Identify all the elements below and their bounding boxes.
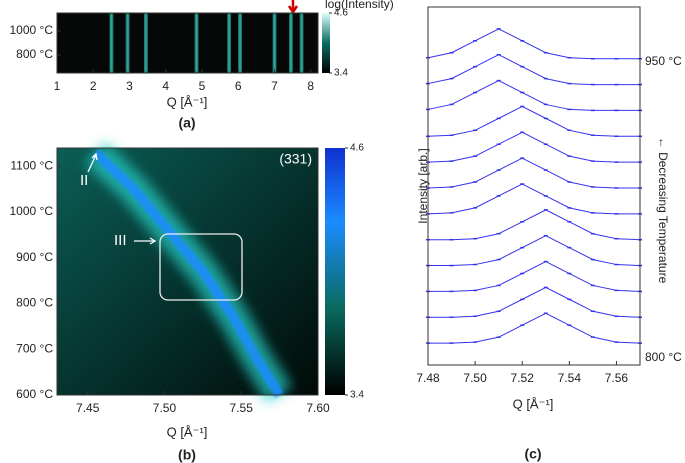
annotation-arrow	[87, 152, 98, 173]
x-tick-label: 1	[54, 79, 61, 93]
y-tick-label: 600 °C	[16, 387, 53, 401]
panel-c: Q [Å⁻¹] (c) Intensity [arb.] 950 °C 800 …	[416, 6, 682, 462]
annotation: II	[80, 172, 88, 189]
intensity-stripe	[195, 13, 199, 73]
panel-a: log(Intensity) Q [Å⁻¹] (a) 1 2 3 4 5 6 7 8 800 °…	[10, 0, 394, 131]
y-tick-label: 700 °C	[16, 341, 53, 355]
y-tick-label: 1100 °C	[10, 158, 53, 172]
side-label: ← Decreasing Temperature	[656, 137, 670, 284]
y-tick-label: 900 °C	[16, 250, 53, 264]
reflection-label: (331)	[279, 151, 312, 167]
x-axis-label: Q [Å⁻¹]	[167, 94, 208, 109]
x-tick-label: 8	[307, 79, 314, 93]
x-tick-label: 2	[90, 79, 97, 93]
panel-label: (a)	[178, 115, 195, 131]
y-tick-label: 800 °C	[16, 47, 53, 61]
curve	[427, 54, 640, 86]
intensity-stripe	[238, 13, 242, 73]
x-axis-label: Q [Å⁻¹]	[167, 424, 208, 439]
intensity-stripe	[300, 13, 304, 73]
colorbar	[325, 148, 345, 395]
curve	[428, 209, 641, 241]
annotation-arrow	[134, 237, 157, 245]
x-tick-label: 7.55	[230, 401, 254, 415]
x-tick-label: 7.60	[306, 401, 330, 415]
heatmap-background	[57, 13, 318, 73]
colorbar-title: log(Intensity)	[325, 0, 394, 11]
curve	[427, 157, 640, 189]
intensity-stripe	[144, 13, 148, 73]
curve	[428, 261, 641, 292]
curve	[427, 131, 640, 163]
colorbar	[322, 13, 330, 73]
curve	[428, 286, 641, 318]
colorbar-tick-label: 3.4	[334, 68, 348, 79]
colorbar-tick-label: 4.6	[350, 143, 364, 154]
x-tick-label: 7.52	[511, 371, 535, 385]
top-label: 950 °C	[645, 54, 682, 68]
x-tick-label: 5	[199, 79, 206, 93]
colorbar-tick-label: 3.4	[350, 390, 364, 401]
x-tick-label: 7.50	[463, 371, 487, 385]
y-axis-label: Intensity [arb.]	[416, 148, 430, 223]
intensity-stripe	[273, 13, 276, 73]
x-axis-label: Q [Å⁻¹]	[513, 396, 554, 411]
intensity-stripe	[126, 13, 130, 73]
y-tick-label: 1000 °C	[10, 204, 54, 218]
x-tick-label: 6	[235, 79, 242, 93]
curve	[427, 28, 640, 60]
x-tick-label: 7	[271, 79, 278, 93]
curve	[428, 235, 641, 267]
intensity-stripe	[289, 13, 293, 73]
curve	[427, 183, 640, 215]
highlight-box	[159, 233, 243, 301]
annotation: III	[114, 232, 127, 249]
panel-label: (b)	[178, 447, 196, 463]
x-tick-label: 3	[126, 79, 133, 93]
curve	[427, 80, 640, 111]
y-tick-label: 1000 °C	[10, 23, 54, 37]
plot-frame	[56, 147, 319, 396]
x-tick-label: 7.48	[416, 371, 440, 385]
colorbar-tick-label: 4.6	[334, 8, 348, 19]
curve	[427, 105, 640, 137]
x-tick-label: 4	[162, 79, 169, 93]
bottom-label: 800 °C	[645, 350, 682, 364]
y-tick-label: 800 °C	[16, 296, 53, 310]
arrow-marker	[287, 0, 299, 15]
x-tick-label: 7.45	[76, 401, 100, 415]
x-tick-label: 7.56	[605, 371, 629, 385]
intensity-stripe	[109, 13, 113, 73]
x-tick-label: 7.54	[558, 371, 582, 385]
ridge	[91, 148, 284, 398]
x-tick-label: 7.50	[153, 401, 177, 415]
plot-frame	[427, 6, 641, 366]
panel-label: (c)	[524, 446, 541, 462]
plot-frame	[56, 12, 319, 74]
intensity-stripe	[227, 13, 231, 73]
curve	[428, 312, 641, 344]
